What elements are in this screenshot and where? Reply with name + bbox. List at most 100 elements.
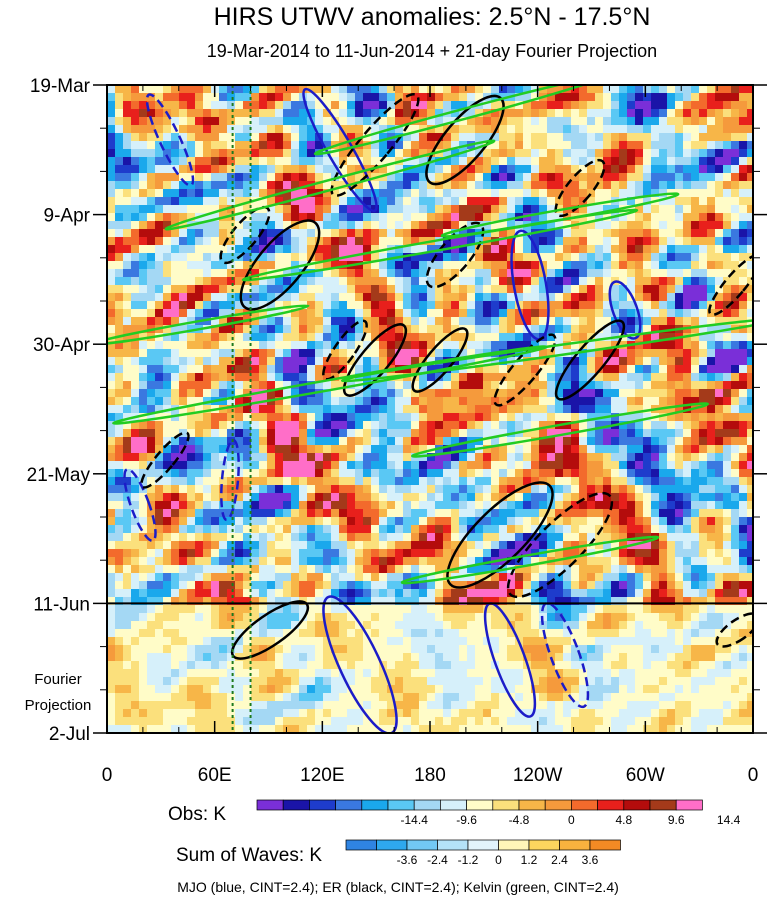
heatmap-cell (211, 445, 220, 454)
heatmap-cell (731, 125, 740, 134)
heatmap-cell (363, 229, 372, 238)
heatmap-cell (467, 325, 476, 334)
heatmap-cell (363, 85, 372, 94)
heatmap-cell (371, 469, 380, 478)
heatmap-cell (515, 381, 524, 390)
heatmap-cell (427, 109, 436, 118)
heatmap-cell (315, 357, 324, 366)
heatmap-cell (619, 293, 628, 302)
heatmap-cell (531, 93, 540, 102)
heatmap-cell (139, 165, 148, 174)
heatmap-cell (371, 229, 380, 238)
heatmap-cell (251, 117, 260, 126)
heatmap-cell (395, 189, 404, 198)
heatmap-cell (595, 309, 604, 318)
heatmap-cell (635, 173, 644, 182)
heatmap-cell (435, 133, 444, 142)
heatmap-cell (107, 165, 116, 174)
heatmap-cell (347, 533, 356, 542)
heatmap-cell (323, 517, 332, 526)
heatmap-cell (683, 453, 692, 462)
heatmap-cell (699, 293, 708, 302)
heatmap-cell (747, 469, 753, 478)
heatmap-cell (667, 437, 676, 446)
heatmap-cell (499, 413, 508, 422)
heatmap-cell (339, 381, 348, 390)
heatmap-cell (307, 477, 316, 486)
heatmap-cell (675, 565, 684, 574)
heatmap-cell (403, 341, 412, 350)
heatmap-cell (627, 517, 636, 526)
heatmap-cell (667, 109, 676, 118)
heatmap-cell (371, 413, 380, 422)
heatmap-cell (475, 269, 484, 278)
heatmap-cell (467, 493, 476, 502)
heatmap-cell (587, 237, 596, 246)
heatmap-cell (475, 381, 484, 390)
heatmap-cell (491, 397, 500, 406)
heatmap-cell (707, 381, 716, 390)
heatmap-cell (675, 461, 684, 470)
heatmap-cell (107, 117, 116, 126)
heatmap-cell (523, 333, 532, 342)
heatmap-cell (427, 173, 436, 182)
heatmap-cell (667, 477, 676, 486)
heatmap-cell (707, 477, 716, 486)
heatmap-cell (275, 85, 284, 94)
heatmap-cell (579, 85, 588, 94)
heatmap-cell (467, 285, 476, 294)
heatmap-cell (323, 341, 332, 350)
heatmap-cell (531, 181, 540, 190)
heatmap-cell (731, 301, 740, 310)
heatmap-cell (107, 285, 116, 294)
heatmap-cell (555, 317, 564, 326)
heatmap-cell (707, 453, 716, 462)
heatmap-cell (299, 133, 308, 142)
heatmap-cell (203, 237, 212, 246)
heatmap-cell (675, 349, 684, 358)
heatmap-cell (195, 501, 204, 510)
heatmap-cell (179, 493, 188, 502)
heatmap-cell (211, 101, 220, 110)
heatmap-cell (147, 93, 156, 102)
heatmap-cell (531, 421, 540, 430)
heatmap-cell (403, 405, 412, 414)
heatmap-cell (595, 509, 604, 518)
heatmap-cell (467, 557, 476, 566)
heatmap-cell (387, 533, 396, 542)
heatmap-cell (539, 469, 548, 478)
heatmap-cell (555, 453, 564, 462)
heatmap-cell (499, 541, 508, 550)
heatmap-cell (195, 205, 204, 214)
heatmap-cell (227, 245, 236, 254)
heatmap-cell (395, 269, 404, 278)
heatmap-cell (571, 421, 580, 430)
heatmap-cell (251, 181, 260, 190)
heatmap-cell (131, 229, 140, 238)
heatmap-cell (603, 461, 612, 470)
heatmap-cell (307, 189, 316, 198)
heatmap-cell (443, 485, 452, 494)
heatmap-cell (395, 413, 404, 422)
heatmap-cell (627, 453, 636, 462)
heatmap-cell (467, 269, 476, 278)
heatmap-cell (235, 277, 244, 286)
heatmap-cell (691, 461, 700, 470)
heatmap-cell (683, 141, 692, 150)
heatmap-cell (235, 397, 244, 406)
heatmap-cell (507, 221, 516, 230)
heatmap-cell (371, 421, 380, 430)
heatmap-cell (107, 317, 116, 326)
heatmap-cell (115, 485, 124, 494)
heatmap-cell (723, 125, 732, 134)
heatmap-cell (523, 493, 532, 502)
heatmap-cell (267, 349, 276, 358)
heatmap-cell (523, 357, 532, 366)
heatmap-cell (739, 501, 748, 510)
heatmap-cell (739, 381, 748, 390)
heatmap-cell (515, 173, 524, 182)
heatmap-cell (259, 573, 268, 582)
heatmap-cell (667, 197, 676, 206)
heatmap-cell (235, 373, 244, 382)
heatmap-cell (483, 533, 492, 542)
